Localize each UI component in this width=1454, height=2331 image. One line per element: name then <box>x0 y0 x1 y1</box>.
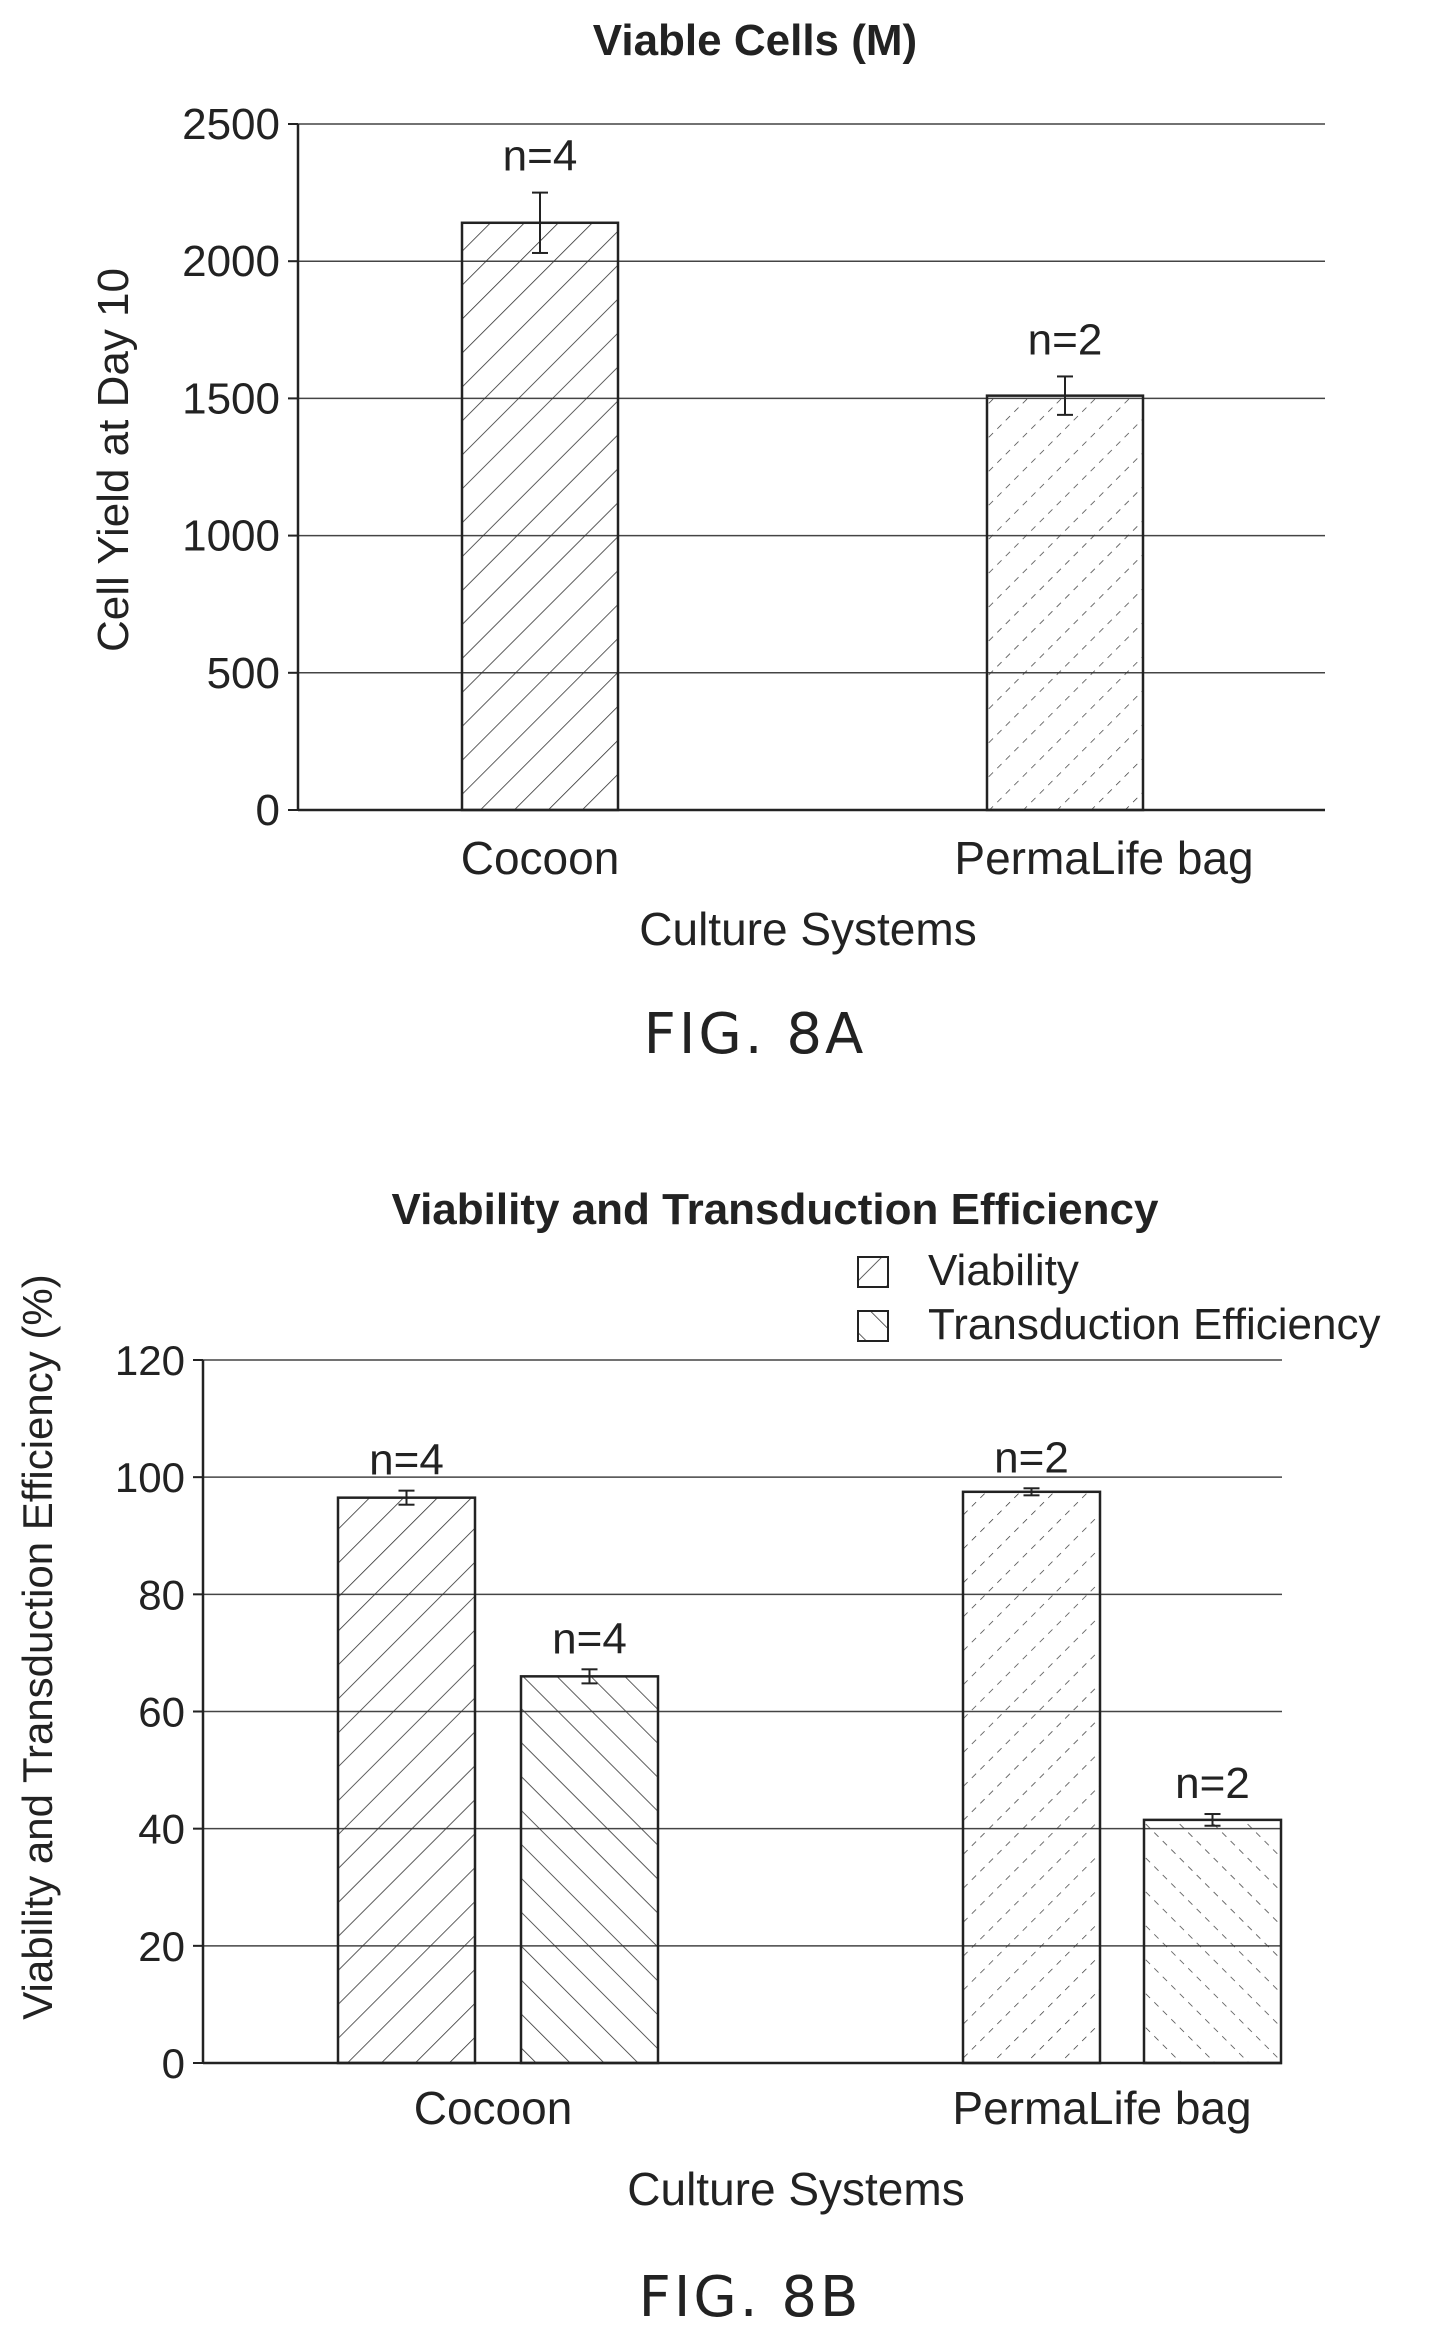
chart-a-y-tick-label: 500 <box>207 649 280 698</box>
chart-a-y-tick-label: 2000 <box>182 237 280 286</box>
legend-swatch-viability <box>857 1256 889 1288</box>
chart-a-gridlines <box>296 123 1325 812</box>
chart-a-y-tick-label: 2500 <box>182 100 280 149</box>
chart-viable-cells: Viable Cells (M) n=4 n=2 0 500 1000 1500 2000… <box>89 16 1325 1067</box>
chart-b-bar <box>519 1675 660 2065</box>
legend-swatch-transduction <box>857 1310 889 1342</box>
chart-a-data-label: n=4 <box>503 132 578 181</box>
chart-a-title: Viable Cells (M) <box>593 16 917 65</box>
chart-b-data-label: n=4 <box>369 1436 444 1485</box>
chart-b-y-tick-label: 120 <box>115 1337 185 1384</box>
chart-a-x-tick-label: Cocoon <box>461 832 620 884</box>
chart-b-data-label: n=2 <box>994 1433 1069 1482</box>
legend-label-transduction: Transduction Efficiency <box>928 1300 1380 1349</box>
chart-b-bar <box>336 1496 477 2065</box>
chart-a-y-axis-label: Cell Yield at Day 10 <box>89 268 138 652</box>
figure-label-8b: FIG. 8B <box>639 2265 862 2330</box>
chart-b-bar <box>961 1490 1102 2065</box>
chart-b-y-tick-label: 100 <box>115 1454 185 1501</box>
chart-b-x-tick-label: Cocoon <box>414 2082 573 2134</box>
chart-b-title: Viability and Transduction Efficiency <box>392 1185 1159 1234</box>
chart-a-y-tick-label: 1000 <box>182 512 280 561</box>
chart-a-x-axis-label: Culture Systems <box>639 903 976 955</box>
chart-b-y-tick-label: 60 <box>138 1689 185 1736</box>
chart-b-data-label: n=2 <box>1175 1759 1250 1808</box>
chart-b-bars: n=4 n=4 n=2 n=2 <box>336 1433 1283 2065</box>
chart-a-x-ticks: Cocoon PermaLife bag <box>461 832 1254 884</box>
chart-b-y-ticks: 0 20 40 60 80 100 120 <box>115 1337 203 2087</box>
chart-b-y-tick-label: 40 <box>138 1806 185 1853</box>
chart-b-legend: Viability Transduction Efficiency <box>857 1246 1380 1349</box>
chart-b-x-ticks: Cocoon PermaLife bag <box>414 2082 1252 2134</box>
figure-label-8a: FIG. 8A <box>644 1002 867 1067</box>
chart-b-y-tick-label: 0 <box>162 2040 185 2087</box>
chart-a-bar <box>985 394 1145 812</box>
chart-a-x-tick-label: PermaLife bag <box>954 832 1253 884</box>
chart-a-y-tick-label: 1500 <box>182 374 280 423</box>
chart-viability-transduction: Viability and Transduction Efficiency Vi… <box>14 1185 1380 2330</box>
chart-b-x-axis-label: Culture Systems <box>627 2163 964 2215</box>
chart-b-data-label: n=4 <box>552 1614 627 1663</box>
chart-a-y-ticks: 0 500 1000 1500 2000 2500 <box>182 100 298 835</box>
chart-a-bars: n=4 n=2 <box>460 132 1145 812</box>
chart-b-x-tick-label: PermaLife bag <box>952 2082 1251 2134</box>
chart-b-y-tick-label: 80 <box>138 1571 185 1618</box>
chart-b-y-axis-label: Viability and Transduction Efficiency (%… <box>14 1274 61 2019</box>
legend-label-viability: Viability <box>928 1246 1079 1295</box>
chart-a-y-tick-label: 0 <box>256 786 280 835</box>
chart-a-bar <box>460 221 620 812</box>
chart-a-data-label: n=2 <box>1028 315 1103 364</box>
chart-b-bar <box>1142 1818 1283 2065</box>
chart-b-y-tick-label: 20 <box>138 1923 185 1970</box>
